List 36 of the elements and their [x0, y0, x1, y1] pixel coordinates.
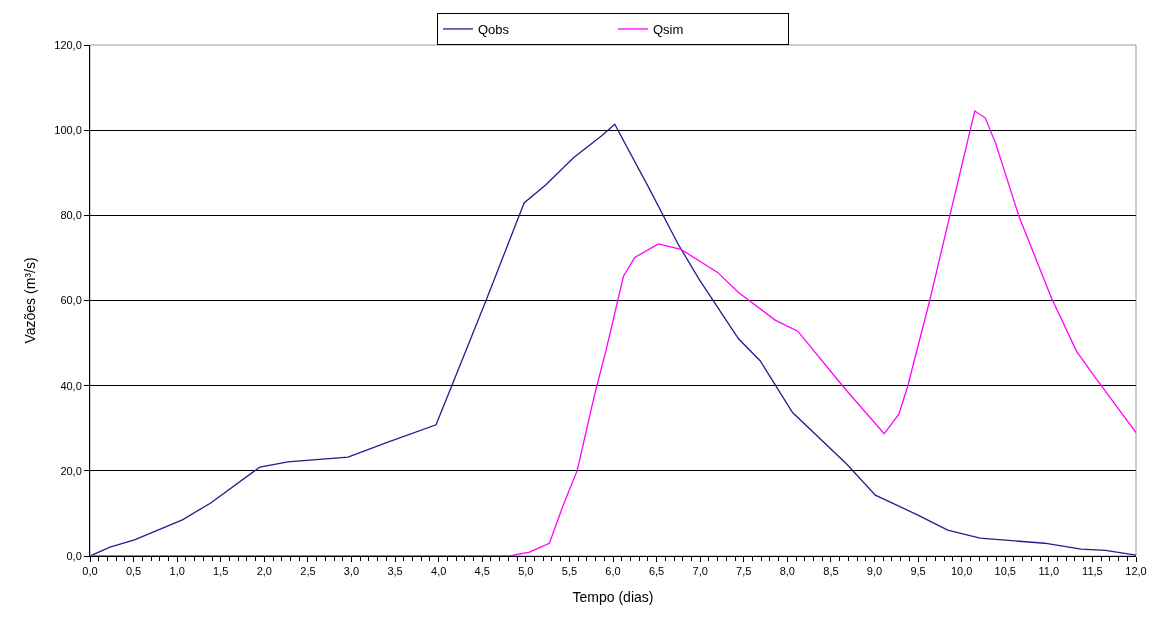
x-tick-label: 11,0	[1038, 565, 1060, 578]
x-tick-label: 3,0	[343, 565, 360, 578]
x-tick-label: 8,5	[823, 565, 839, 578]
x-tick-label: 5,0	[518, 565, 534, 578]
x-tick-label: 2,5	[300, 565, 316, 578]
x-tick-label: 10,0	[950, 565, 973, 578]
y-tick-label: 20,0	[60, 464, 82, 477]
x-tick-label: 3,5	[387, 565, 403, 578]
x-tick-label: 6,0	[605, 565, 621, 578]
x-tick-label: 0,0	[82, 565, 98, 578]
x-tick-label: 0,5	[125, 565, 142, 578]
x-tick-label: 9,5	[910, 565, 926, 578]
x-tick-label: 6,5	[648, 565, 665, 578]
legend-label: Qobs	[478, 22, 510, 38]
x-tick-label: 9,0	[866, 565, 883, 578]
y-tick-label: 120,0	[54, 38, 82, 51]
y-tick-label: 40,0	[60, 379, 82, 392]
y-tick-label: 60,0	[60, 294, 82, 307]
x-tick-label: 4,5	[474, 565, 490, 578]
y-axis-title: Vazões (m³/s)	[21, 257, 38, 344]
y-tick-label: 0,0	[66, 549, 82, 562]
x-tick-label: 2,0	[256, 565, 272, 578]
x-tick-label: 10,5	[994, 565, 1016, 578]
x-tick-label: 1,5	[213, 565, 229, 578]
y-tick-label: 100,0	[54, 124, 82, 137]
x-tick-label: 7,5	[736, 565, 752, 578]
x-tick-label: 4,0	[431, 565, 447, 578]
legend-label: Qsim	[653, 22, 684, 38]
x-tick-label: 1,0	[169, 565, 185, 578]
x-tick-label: 8,0	[779, 565, 795, 578]
x-tick-label: 12,0	[1125, 565, 1147, 578]
x-tick-label: 5,5	[561, 565, 578, 578]
x-tick-label: 11,5	[1082, 565, 1103, 578]
x-tick-label: 7,0	[692, 565, 708, 578]
x-axis-title: Tempo (dias)	[572, 588, 654, 605]
y-tick-label: 80,0	[60, 209, 82, 222]
